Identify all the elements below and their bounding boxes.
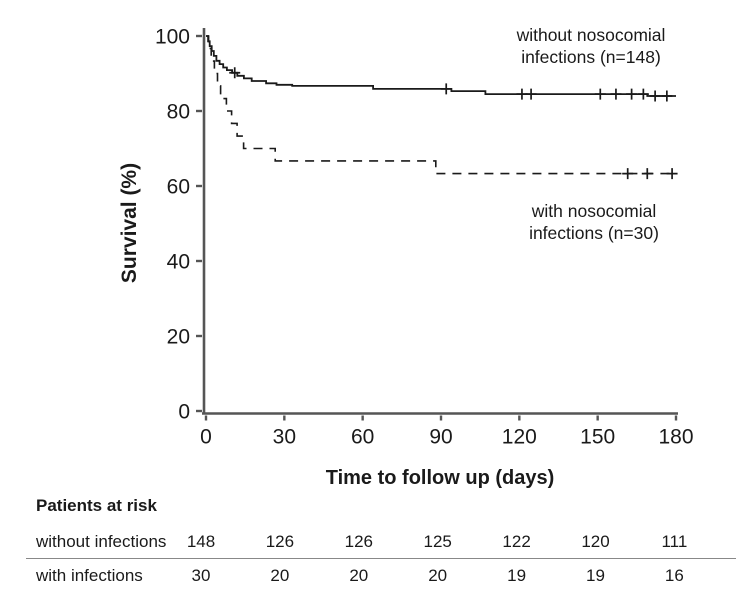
y-tick-label: 0 (178, 401, 190, 424)
x-tick-label: 150 (580, 426, 615, 449)
risk-count: 19 (507, 566, 527, 585)
x-tick-label: 180 (658, 426, 693, 449)
x-axis-title: Time to follow up (days) (326, 467, 555, 489)
risk-count: 126 (344, 532, 373, 551)
risk-row-without-infections: without infections 148 126 126 125 122 120 111 (0, 532, 740, 554)
risk-table-divider (26, 558, 736, 559)
legend-line: without nosocomial (516, 25, 666, 45)
legend-line: infections (n=148) (521, 47, 661, 67)
risk-row-label: with infections (36, 566, 143, 585)
risk-row-label: without infections (36, 532, 167, 551)
survival-curve-without-infections (206, 35, 676, 97)
risk-count: 30 (191, 566, 211, 585)
legend-line: infections (n=30) (529, 223, 659, 243)
censor-mark (661, 90, 673, 102)
risk-count: 16 (664, 566, 684, 585)
x-tick-label: 60 (351, 426, 374, 449)
y-axis-title: Survival (%) (118, 163, 141, 283)
risk-count: 148 (186, 532, 216, 551)
censor-mark (649, 90, 661, 102)
risk-count: 19 (586, 566, 605, 585)
censor-mark (440, 83, 452, 95)
censor-mark (666, 168, 678, 180)
risk-row-with-infections: with infections 30 20 20 20 19 19 16 (0, 566, 740, 588)
risk-count: 111 (661, 532, 688, 551)
y-tick-label: 80 (167, 101, 190, 124)
survival-curve-with-infections (206, 35, 676, 175)
risk-count: 20 (349, 566, 369, 585)
x-tick-label: 30 (273, 426, 296, 449)
legend-line: with nosocomial (531, 201, 657, 221)
censor-mark (622, 168, 634, 180)
censor-mark (626, 88, 638, 100)
risk-table-title: Patients at risk (36, 496, 157, 515)
y-tick-label: 60 (167, 176, 190, 199)
censor-mark (525, 88, 537, 100)
x-tick-label: 0 (200, 426, 212, 449)
censor-mark (594, 88, 606, 100)
y-tick-label: 40 (167, 251, 190, 274)
y-tick-label: 20 (167, 326, 190, 349)
censor-mark (637, 88, 649, 100)
risk-count: 126 (265, 532, 295, 551)
censor-mark (610, 88, 622, 100)
risk-count: 120 (581, 532, 610, 551)
censor-mark (641, 168, 653, 180)
censor-mark (229, 67, 241, 79)
risk-count: 125 (423, 532, 452, 551)
x-tick-label: 90 (429, 426, 452, 449)
risk-count: 20 (428, 566, 448, 585)
risk-count: 122 (502, 532, 531, 551)
y-tick-label: 100 (155, 26, 190, 49)
x-tick-label: 120 (502, 426, 537, 449)
risk-count: 20 (270, 566, 290, 585)
kaplan-meier-chart: 100 80 60 40 20 00 30 60 90 120 150 180 Survival (%)… (118, 25, 694, 489)
